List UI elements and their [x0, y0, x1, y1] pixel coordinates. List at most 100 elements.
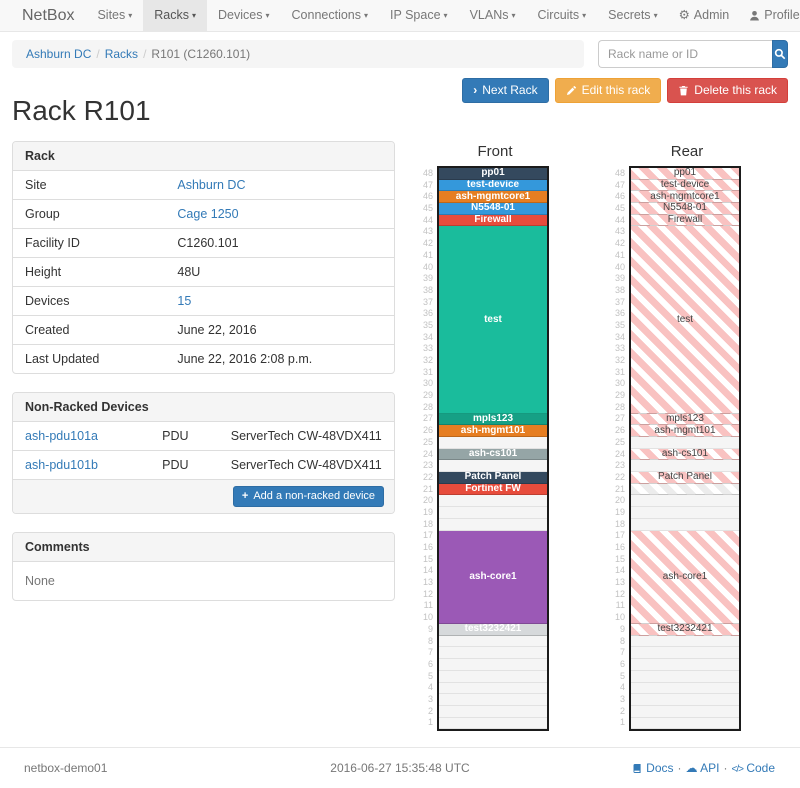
device-slot-front-pp01[interactable]: pp01 [439, 168, 547, 180]
device-slot-rear-mpls123[interactable]: mpls123 [631, 413, 739, 426]
non-racked-device-rows: ash-pdu101a PDU ServerTech CW-48VDX411 ash-… [13, 422, 394, 479]
edit-rack-button[interactable]: Edit this rack [554, 78, 662, 103]
device-slot-front-patch-panel[interactable]: Patch Panel [439, 472, 547, 484]
brand[interactable]: NetBox [22, 7, 75, 24]
device-slot-front-test3232421[interactable]: test3232421 [439, 624, 547, 636]
unit-number: 4 [427, 682, 433, 693]
device-slot-rear-fortinet-fw[interactable] [631, 483, 739, 496]
unit-number: 39 [614, 273, 625, 284]
nav-item-label: Admin [693, 8, 730, 22]
rack-unit-empty-rear-u23 [631, 460, 739, 473]
unit-number: 5 [427, 670, 433, 681]
device-slot-front-test-device[interactable]: test-device [439, 179, 547, 192]
device-slot-rear-test3232421[interactable]: test3232421 [631, 624, 739, 636]
add-non-racked-device-button[interactable]: + Add a non-racked device [232, 486, 384, 507]
device-slot-rear-patch-panel[interactable]: Patch Panel [631, 472, 739, 484]
device-slot-rear-n5548-01[interactable]: N5548-01 [631, 203, 739, 215]
device-slot-front-ash-mgmt101[interactable]: ash-mgmt101 [439, 425, 547, 437]
nav-item-profile[interactable]: Profile [739, 0, 800, 31]
chevron-right-icon: › [473, 83, 478, 97]
device-slot-rear-ash-core1[interactable]: ash-core1 [631, 530, 739, 625]
unit-number: 42 [422, 238, 433, 249]
nav-item-sites[interactable]: Sites ▾ [86, 0, 143, 31]
rack-unit-empty-rear-u3 [631, 694, 739, 706]
breadcrumb-item-ashburn-dc[interactable]: Ashburn DC [26, 47, 92, 61]
unit-number: 30 [614, 378, 625, 389]
device-slot-front-n5548-01[interactable]: N5548-01 [439, 203, 547, 215]
rack-unit-empty-front-u23 [439, 460, 547, 473]
search-input[interactable] [598, 40, 772, 68]
device-slot-rear-test[interactable]: test [631, 226, 739, 414]
rack-unit-empty-front-u20 [439, 495, 547, 508]
nav-item-label: Connections [291, 8, 362, 22]
device-slot-front-mpls123[interactable]: mpls123 [439, 413, 547, 426]
footer-link-api[interactable]: ☁ API [686, 761, 720, 775]
unit-number: 2 [427, 705, 433, 716]
unit-number: 16 [614, 542, 625, 552]
attr-value-last-updated: June 22, 2016 2:08 p.m. [177, 352, 313, 366]
unit-number: 22 [614, 471, 625, 482]
main-content: Rack Site Ashburn DC Group Cage 1250 Facilit… [12, 141, 788, 732]
nav-item-label: Racks [154, 8, 190, 22]
unit-number: 15 [422, 553, 433, 564]
next-rack-button[interactable]: › Next Rack [462, 78, 549, 103]
breadcrumb-item-r101-c1260-101: R101 (C1260.101) [151, 47, 251, 61]
unit-number: 35 [422, 319, 433, 330]
device-slot-rear-ash-cs101[interactable]: ash-cs101 [631, 448, 739, 461]
unit-number: 17 [614, 530, 625, 541]
unit-number: 25 [614, 436, 625, 447]
device-slot-front-test[interactable]: test [439, 226, 547, 414]
unit-number: 41 [614, 249, 625, 260]
nav-item-ip-space[interactable]: IP Space ▾ [379, 0, 459, 31]
attr-label: Devices [13, 286, 166, 316]
unit-number: 1 [427, 717, 433, 728]
attr-value-devices[interactable]: 15 [177, 294, 192, 308]
device-link-ash-pdu101a[interactable]: ash-pdu101a [25, 429, 98, 443]
unit-number: 12 [422, 588, 433, 599]
footer-link-docs[interactable]: Docs [632, 761, 674, 775]
device-slot-front-fortinet-fw[interactable]: Fortinet FW [439, 483, 547, 496]
unit-number: 31 [614, 366, 625, 377]
unit-number: 45 [422, 203, 433, 214]
nav-item-admin[interactable]: ⚙ Admin [669, 0, 740, 31]
nav-item-racks[interactable]: Racks ▾ [143, 0, 208, 31]
device-role: PDU [162, 429, 189, 443]
rack-unit-empty-rear-u4 [631, 682, 739, 695]
footer-link-label: API [697, 761, 720, 776]
attr-value-group[interactable]: Cage 1250 [177, 207, 239, 221]
device-link-ash-pdu101b[interactable]: ash-pdu101b [25, 458, 98, 472]
rack-unit-empty-rear-u8 [631, 635, 739, 648]
device-slot-front-ash-core1[interactable]: ash-core1 [439, 530, 547, 625]
unit-number: 20 [614, 495, 625, 506]
nav-item-label: Secrets [608, 8, 651, 22]
delete-rack-button[interactable]: Delete this rack [667, 78, 788, 103]
device-slot-front-firewall[interactable]: Firewall [439, 214, 547, 227]
device-slot-rear-pp01[interactable]: pp01 [631, 168, 739, 180]
nav-item-vlans[interactable]: VLANs ▾ [459, 0, 527, 31]
device-slot-front-ash-cs101[interactable]: ash-cs101 [439, 448, 547, 461]
footer-link-separator: · [723, 761, 728, 776]
rack-unit-empty-rear-u2 [631, 705, 739, 718]
device-slot-rear-test-device[interactable]: test-device [631, 179, 739, 192]
footer-link-code[interactable]: </> Code [732, 761, 776, 775]
rack-unit-empty-rear-u18 [631, 518, 739, 531]
unit-number: 38 [614, 284, 625, 295]
unit-number: 13 [422, 577, 433, 588]
nav-item-connections[interactable]: Connections ▾ [281, 0, 380, 31]
device-slot-front-ash-mgmtcore1[interactable]: ash-mgmtcore1 [439, 191, 547, 204]
nav-item-circuits[interactable]: Circuits ▾ [526, 0, 597, 31]
breadcrumb-item-racks[interactable]: Racks [104, 47, 139, 61]
search-button[interactable] [772, 40, 788, 68]
non-racked-device-row: ash-pdu101b PDU ServerTech CW-48VDX411 [13, 450, 394, 479]
unit-number: 10 [614, 612, 625, 623]
nav-item-secrets[interactable]: Secrets ▾ [597, 0, 668, 31]
unit-number: 37 [614, 296, 625, 307]
device-slot-rear-ash-mgmtcore1[interactable]: ash-mgmtcore1 [631, 191, 739, 204]
unit-number: 43 [422, 226, 433, 237]
next-rack-label: Next Rack [482, 83, 538, 97]
attr-value-site[interactable]: Ashburn DC [177, 178, 246, 192]
device-slot-rear-ash-mgmt101[interactable]: ash-mgmt101 [631, 425, 739, 437]
device-slot-rear-firewall[interactable]: Firewall [631, 214, 739, 227]
rack-attr-row-site: Site Ashburn DC [13, 171, 394, 200]
nav-item-devices[interactable]: Devices ▾ [207, 0, 280, 31]
